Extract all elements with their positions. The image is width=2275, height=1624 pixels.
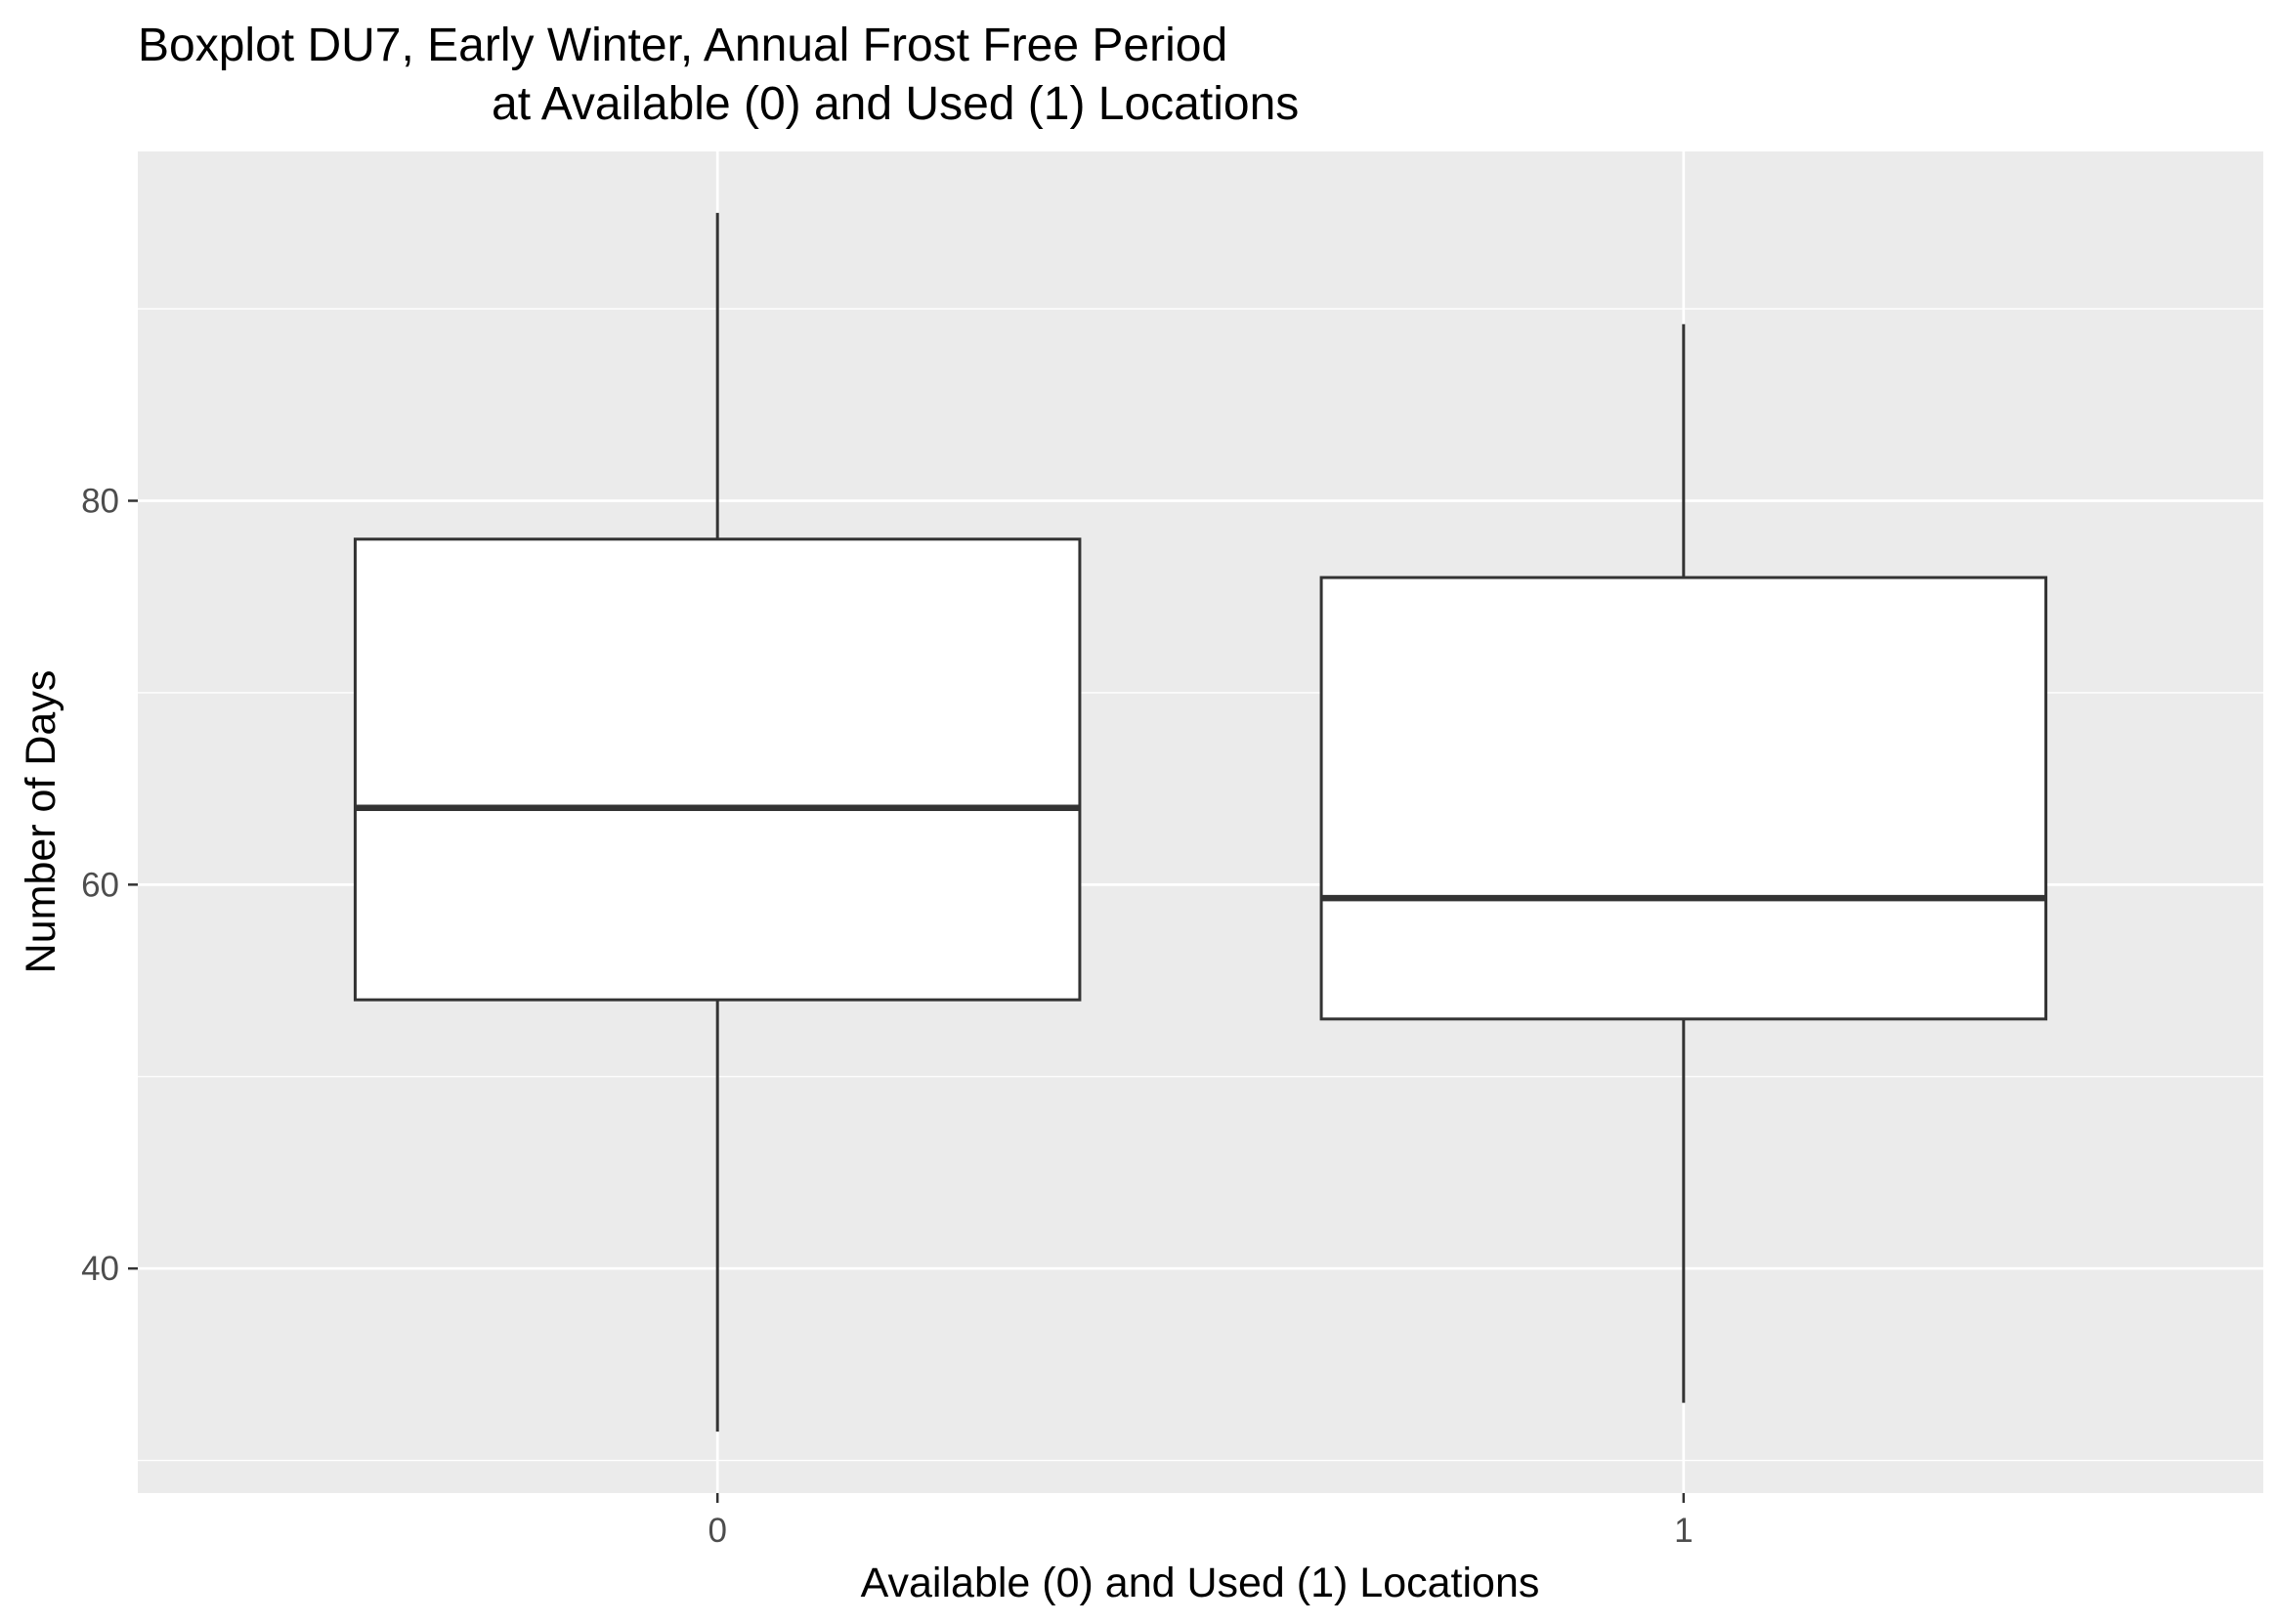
box-1 <box>1319 576 2048 1021</box>
x-tick-label-0: 0 <box>708 1512 726 1550</box>
y-axis: 40 60 80 <box>81 482 138 1288</box>
chart-subtitle: at Available (0) and Used (1) Locations <box>492 78 1299 130</box>
y-axis-title: Number of Days <box>18 670 64 974</box>
y-tick-label-80: 80 <box>81 482 119 520</box>
box-0 <box>353 537 1082 1002</box>
x-tick-label-1: 1 <box>1674 1512 1693 1550</box>
boxes-layer <box>353 212 2048 1432</box>
x-axis-title: Available (0) and Used (1) Locations <box>861 1560 1540 1606</box>
y-tick-label-60: 60 <box>81 866 119 904</box>
y-tick-label-40: 40 <box>81 1250 119 1288</box>
chart-title: Boxplot DU7, Early Winter, Annual Frost … <box>138 20 1227 71</box>
